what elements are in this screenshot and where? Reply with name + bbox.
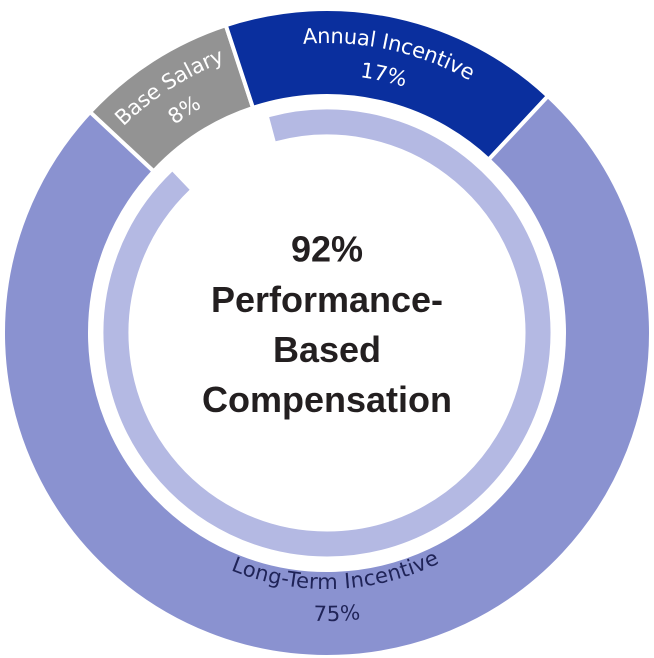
segment-value-label: 75% <box>313 600 361 626</box>
segment-value-label: 75% <box>313 600 361 626</box>
donut-segment <box>1 93 653 658</box>
inner-ring <box>103 109 551 557</box>
center-value: 92% <box>291 229 363 270</box>
center-label: Performance-Based Compensation <box>202 279 452 420</box>
